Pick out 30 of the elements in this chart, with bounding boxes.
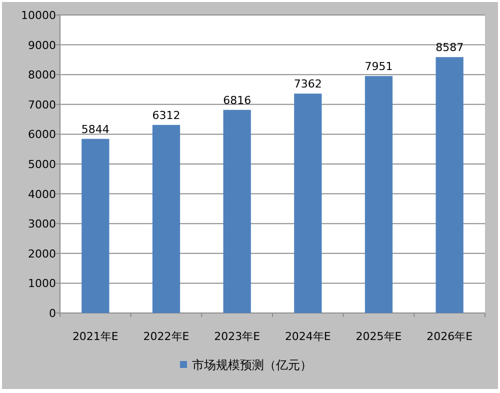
x-tick-label: 2022年E [143, 330, 190, 343]
y-tick-label: 5000 [28, 158, 56, 171]
data-label: 7362 [294, 78, 322, 91]
y-tick-label: 7000 [28, 98, 56, 112]
y-tick-label: 10000 [21, 9, 56, 22]
x-tick-label: 2023年E [214, 330, 260, 343]
data-label: 8587 [436, 41, 464, 54]
y-tick-label: 8000 [28, 68, 56, 82]
data-label: 6816 [223, 94, 252, 107]
bar [364, 76, 393, 313]
bar [152, 124, 180, 313]
y-tick-label: 1000 [28, 277, 56, 290]
x-tick-label: 2021年E [72, 330, 118, 343]
y-tick-label: 9000 [28, 38, 56, 52]
x-tick-label: 2025年E [356, 330, 402, 343]
y-tick-label: 6000 [28, 128, 56, 142]
y-tick-label: 2000 [28, 247, 56, 260]
y-tick-label: 3000 [28, 218, 56, 231]
x-tick-label: 2024年E [284, 330, 331, 343]
y-tick-label: 4000 [28, 188, 56, 201]
bar [82, 138, 110, 313]
x-tick-label: 2026年E [426, 330, 473, 343]
bar [436, 57, 464, 313]
data-label: 5844 [81, 122, 110, 136]
y-tick-label: 0 [49, 307, 56, 320]
bar [294, 94, 322, 313]
data-label: 6312 [152, 108, 180, 122]
legend-label: 市场规模预测（亿元） [192, 358, 312, 372]
bar [223, 110, 251, 313]
data-label: 7951 [364, 60, 393, 74]
